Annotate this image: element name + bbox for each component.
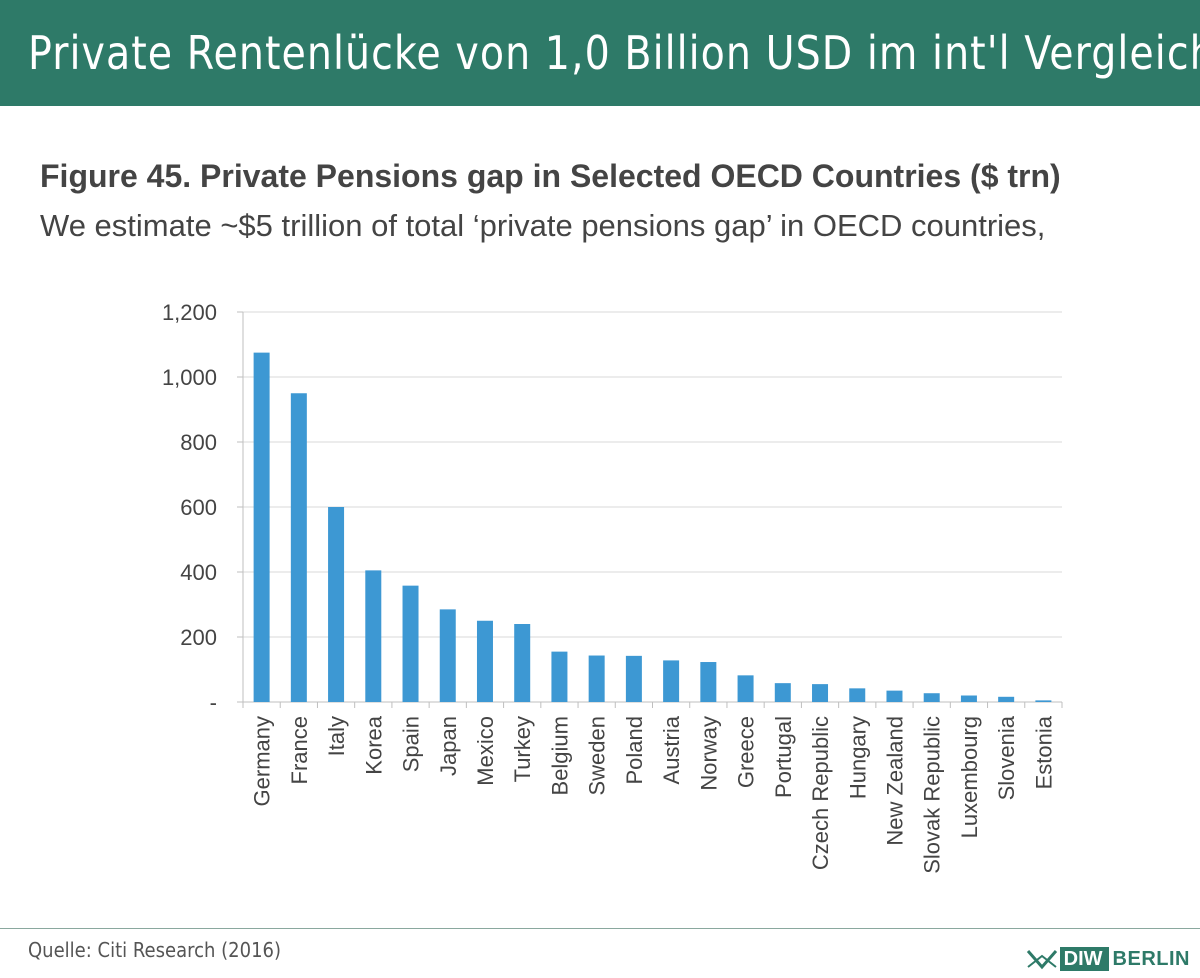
bar-slovak-republic: [923, 693, 940, 702]
x-tick-label: Slovak Republic: [920, 716, 945, 874]
bar-france: [290, 393, 307, 702]
x-tick-label: Italy: [324, 716, 349, 756]
x-tick-label: Norway: [696, 716, 721, 791]
x-tick-label: Spain: [399, 716, 424, 772]
x-tick-label: Belgium: [547, 716, 572, 795]
x-tick-label: Czech Republic: [808, 716, 833, 870]
bar-belgium: [551, 651, 568, 702]
x-tick-label: Greece: [734, 716, 759, 788]
bar-greece: [737, 675, 754, 702]
x-tick-label: Luxembourg: [957, 716, 982, 838]
figure-title: Figure 45. Private Pensions gap in Selec…: [40, 158, 1061, 194]
bar-czech-republic: [812, 684, 829, 702]
x-tick-label: Japan: [436, 716, 461, 776]
diw-berlin-logo: DIW BERLIN: [1026, 946, 1190, 972]
bar-norway: [700, 662, 717, 702]
logo-diw-text: DIW: [1059, 947, 1109, 971]
y-tick-label: 600: [180, 495, 217, 520]
bar-poland: [625, 655, 642, 702]
bar-new-zealand: [886, 690, 903, 702]
bar-chart: - 200 400 600 800 1,000 1,200 Germany France Ital…: [162, 300, 1063, 874]
source-note: Quelle: Citi Research (2016): [28, 938, 282, 962]
y-tick-label: 200: [180, 625, 217, 650]
bar-mexico: [476, 620, 493, 702]
bar-italy: [328, 507, 345, 702]
x-tick-label: New Zealand: [882, 716, 907, 846]
y-tick-label: 1,200: [162, 300, 217, 325]
x-tick-label: Sweden: [585, 716, 610, 796]
x-tick-label: France: [287, 716, 312, 784]
x-tick-label: Slovenia: [994, 715, 1019, 800]
figure-subtitle: We estimate ~$5 trillion of total ‘priva…: [40, 208, 1046, 243]
x-tick-label: Portugal: [771, 716, 796, 798]
bar-sweden: [588, 655, 605, 702]
y-tick-label: -: [210, 690, 217, 715]
logo-berlin-text: BERLIN: [1112, 947, 1190, 970]
x-tick-label: Turkey: [510, 716, 535, 782]
bar-luxembourg: [960, 695, 977, 702]
bar-korea: [365, 570, 382, 702]
y-tick-label: 400: [180, 560, 217, 585]
x-tick-label: Germany: [250, 716, 275, 806]
bar-japan: [439, 609, 456, 702]
x-tick-label: Mexico: [473, 716, 498, 786]
diw-logo-mark-icon: [1026, 950, 1057, 970]
y-tick-label: 800: [180, 430, 217, 455]
x-tick-label: Estonia: [1031, 715, 1056, 789]
x-tick-label: Poland: [622, 716, 647, 785]
bar-slovenia: [998, 696, 1015, 702]
x-tick-label: Austria: [659, 715, 684, 784]
bar-germany: [253, 352, 270, 702]
bar-spain: [402, 585, 419, 702]
bar-turkey: [514, 624, 531, 702]
header-title: Private Rentenlücke von 1,0 Billion USD …: [28, 26, 1200, 80]
bar-austria: [663, 660, 680, 702]
x-tick-label: Hungary: [845, 716, 870, 799]
x-tick-label: Korea: [361, 715, 386, 774]
bar-portugal: [774, 683, 791, 702]
bar-hungary: [849, 688, 866, 702]
bar-estonia: [1035, 700, 1052, 702]
footer-divider: [0, 928, 1200, 929]
header-bar: Private Rentenlücke von 1,0 Billion USD …: [0, 0, 1200, 106]
y-tick-label: 1,000: [162, 365, 217, 390]
